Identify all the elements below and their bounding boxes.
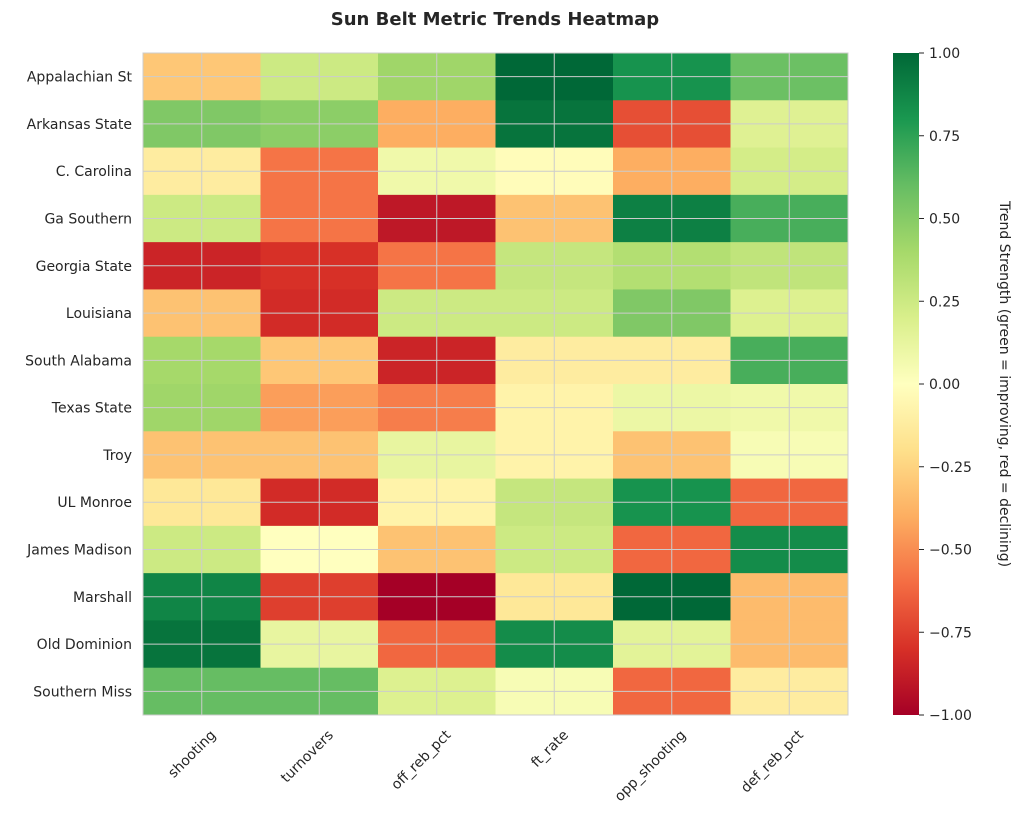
column-label: ft_rate <box>528 727 572 771</box>
row-label: Marshall <box>73 590 132 606</box>
column-label: opp_shooting <box>612 727 690 805</box>
column-label: def_reb_pct <box>738 727 807 796</box>
row-label: James Madison <box>26 543 132 559</box>
colorbar-tick-label: −0.25 <box>929 460 972 476</box>
colorbar-tick-label: 0.50 <box>929 212 960 228</box>
row-label: Louisiana <box>66 306 132 322</box>
column-label: turnovers <box>278 727 337 786</box>
row-label: UL Monroe <box>57 495 132 511</box>
heatmap-grid <box>143 53 848 715</box>
row-label: Arkansas State <box>27 117 132 133</box>
colorbar-tick-label: 0.00 <box>929 377 960 393</box>
column-labels: shooting turnovers off_reb_pct ft_rate opp_s… <box>165 727 807 805</box>
colorbar-label: Trend Strength (green = improving, red =… <box>996 200 1012 567</box>
row-label: Southern Miss <box>33 684 132 700</box>
row-label: Texas State <box>51 401 132 417</box>
colorbar-ticks: −1.00 −0.75 −0.50 −0.25 0.00 0.25 0.50 0.75 1.00 <box>919 46 972 724</box>
colorbar-tick-label: 0.75 <box>929 129 960 145</box>
row-label: Ga Southern <box>44 212 132 228</box>
row-label: Appalachian St <box>27 70 133 86</box>
column-label: shooting <box>165 727 219 781</box>
column-label: off_reb_pct <box>388 727 454 793</box>
colorbar-tick-label: 1.00 <box>929 46 960 62</box>
colorbar-tick-label: −0.50 <box>929 543 972 559</box>
colorbar-tick-label: 0.25 <box>929 294 960 310</box>
row-label: C. Carolina <box>56 164 132 180</box>
row-label: Old Dominion <box>37 637 132 653</box>
row-labels: Appalachian St Arkansas State C. Carolina G… <box>25 70 132 701</box>
colorbar-tick-label: −0.75 <box>929 625 972 641</box>
colorbar <box>893 53 919 715</box>
heatmap-cells <box>143 53 849 716</box>
chart-title: Sun Belt Metric Trends Heatmap <box>331 9 660 30</box>
colorbar-tick-label: −1.00 <box>929 708 972 724</box>
row-label: Georgia State <box>36 259 132 275</box>
plot-frame <box>142 52 849 716</box>
row-label: South Alabama <box>25 353 132 369</box>
row-label: Troy <box>102 448 132 464</box>
